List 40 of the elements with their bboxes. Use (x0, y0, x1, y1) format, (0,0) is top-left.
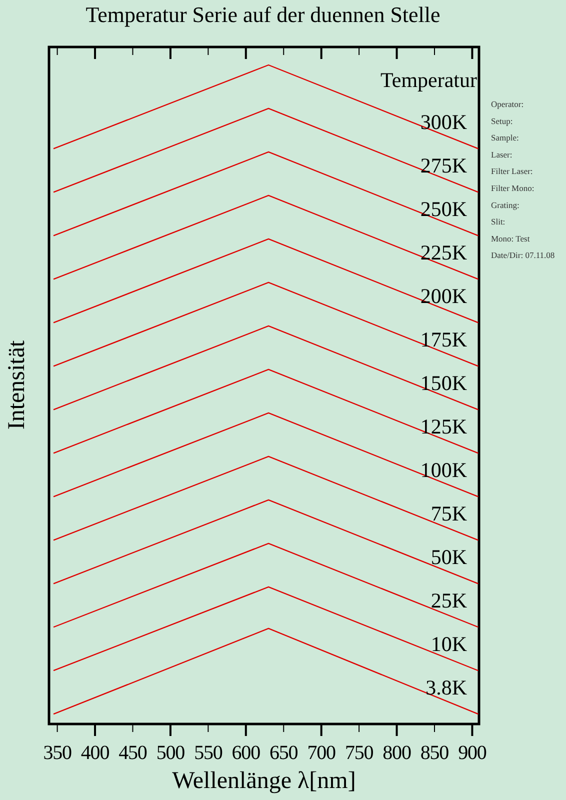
series-label: 200K (420, 284, 467, 308)
text: Laser: (491, 149, 512, 160)
x-tick-label: 700 (307, 742, 336, 764)
x-tick-label: 650 (270, 742, 298, 764)
text: Grating: (491, 200, 520, 210)
x-tick-label: 850 (420, 742, 450, 764)
series-label: 250K (420, 197, 467, 222)
series-label: 10K (430, 632, 467, 656)
series-label: 300K (420, 110, 467, 134)
text: Sample: (491, 132, 519, 143)
x-tick-label: 350 (43, 742, 72, 764)
x-tick-label: 600 (232, 742, 261, 764)
x-tick-label: 750 (344, 742, 374, 764)
legend-title: Temperatur (380, 68, 477, 92)
text: Operator: (491, 99, 524, 109)
series-label: 50K (430, 545, 467, 570)
series-label: 275K (420, 154, 467, 178)
series-label: 3.8K (426, 675, 467, 700)
x-tick-label: 450 (118, 742, 148, 764)
x-axis-title: Wellenlänge λ[nm] (172, 768, 356, 794)
y-axis-title: Intensität (4, 340, 30, 430)
text: Filter Mono: (491, 183, 534, 193)
x-tick-label: 400 (80, 742, 110, 764)
text: Slit: (491, 216, 506, 227)
series-label: 225K (420, 240, 467, 265)
text: Mono: Test (491, 233, 530, 244)
series-label: 150K (420, 371, 467, 396)
x-tick-label: 500 (156, 742, 186, 764)
x-tick-label: 550 (194, 742, 223, 764)
series-label: 100K (420, 458, 467, 482)
series-label: 175K (420, 328, 467, 352)
x-tick-label: 900 (458, 742, 487, 764)
chart-title: Temperatur Serie auf der duennen Stelle (86, 2, 440, 27)
text: Filter Laser: (491, 166, 533, 176)
text: Setup: (491, 116, 513, 126)
series-label: 25K (430, 588, 467, 613)
x-tick-label: 800 (382, 742, 412, 764)
series-label: 75K (430, 502, 467, 526)
series-label: 125K (420, 414, 467, 439)
text: Date/Dir: 07.11.08 (491, 250, 555, 260)
